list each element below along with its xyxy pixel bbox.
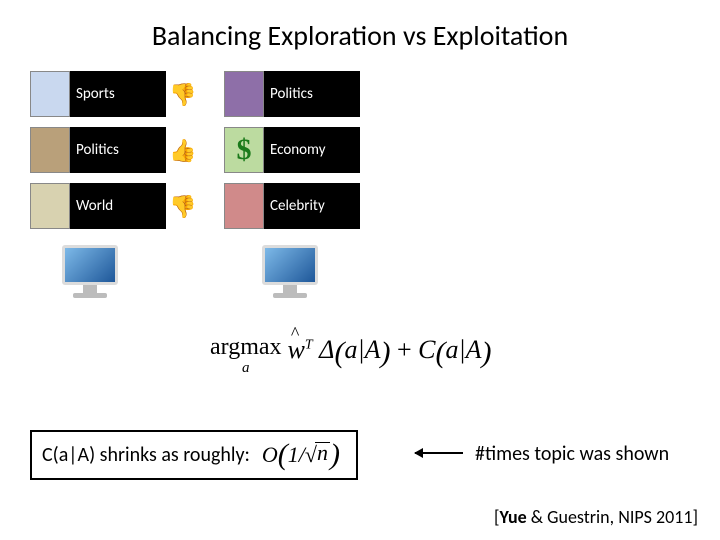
thumbs-up-icon: 👍: [166, 127, 200, 173]
celebrity-thumb: [224, 183, 264, 229]
slide-title: Balancing Exploration vs Exploitation: [0, 0, 720, 53]
plus-sign: +: [397, 335, 412, 364]
delta-args: a|A: [344, 335, 380, 364]
delta-symbol: Δ: [319, 335, 334, 364]
monitor-icon-right: [255, 245, 325, 303]
citation: [Yue & Guestrin, NIPS 2011]: [494, 506, 698, 528]
dollar-icon: $: [224, 127, 264, 173]
citation-author: Yue: [500, 506, 527, 528]
category-rows: Sports 👎 Politics Politics 👍 $ Economy W…: [30, 70, 360, 238]
politics-label: Politics: [70, 127, 166, 173]
big-o-letter: O: [262, 442, 278, 468]
world-label: World: [70, 183, 166, 229]
row-world: World 👎 Celebrity: [30, 182, 360, 230]
sports-thumb: [30, 71, 70, 117]
open-paren: (: [278, 443, 288, 467]
world-thumb: [30, 183, 70, 229]
objective-formula: argmax a wT Δ(a|A) + C(a|A): [210, 335, 492, 376]
thumbs-down-icon: 👎: [166, 71, 200, 117]
row-politics: Politics 👍 $ Economy: [30, 126, 360, 174]
C-term: C: [418, 335, 435, 364]
arrow-left-icon: [415, 452, 463, 454]
politics-label-right: Politics: [264, 71, 360, 117]
argmax-sub: a: [242, 361, 250, 376]
shrink-statement-box: C(a|A) shrinks as roughly: O(1/√n): [30, 430, 358, 480]
sports-label: Sports: [70, 71, 166, 117]
politics-thumb: [30, 127, 70, 173]
monitor-icon-left: [55, 245, 125, 303]
row-sports: Sports 👎 Politics: [30, 70, 360, 118]
monitor-icons: [55, 245, 325, 303]
close-paren: ): [330, 443, 340, 467]
one-over: 1/: [288, 442, 305, 468]
n-annotation: #times topic was shown: [475, 442, 669, 466]
politics-thumb-right: [224, 71, 264, 117]
dollar-glyph: $: [237, 133, 252, 167]
w-hat: w: [288, 335, 305, 365]
c-args: a|A: [445, 335, 481, 364]
thumbs-down-icon-2: 👎: [166, 183, 200, 229]
celebrity-label: Celebrity: [264, 183, 360, 229]
argmax-text: argmax: [210, 335, 282, 359]
economy-label: Economy: [264, 127, 360, 173]
sqrt-n: n: [315, 442, 330, 463]
shrink-text: C(a|A) shrinks as roughly:: [42, 443, 250, 467]
citation-rest: & Guestrin, NIPS 2011]: [527, 506, 698, 528]
big-o-expression: O(1/√n): [262, 442, 340, 468]
superscript-T: T: [305, 337, 313, 352]
